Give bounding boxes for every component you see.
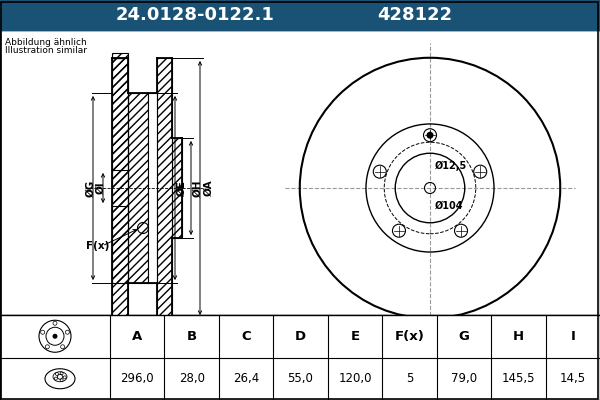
Text: Illustration similar: Illustration similar [5,46,87,55]
Circle shape [53,334,58,339]
Bar [0,315,600,400]
Text: 28,0: 28,0 [179,372,205,385]
Bar [128,93,148,283]
Text: F(x): F(x) [395,330,424,343]
Text: H: H [513,330,524,343]
Text: F(x): F(x) [86,241,109,251]
Text: 55,0: 55,0 [287,372,313,385]
Text: 79,0: 79,0 [451,372,477,385]
Circle shape [427,132,433,139]
Bar [157,58,172,318]
Text: ØE: ØE [177,180,187,196]
Text: G: G [458,330,469,343]
Text: ØH: ØH [193,179,203,197]
Text: B: B [187,330,197,343]
Text: 14,5: 14,5 [560,372,586,385]
Bar [0,30,600,315]
Text: E: E [350,330,359,343]
Text: C: C [241,330,251,343]
Bar [148,93,157,283]
Text: D: D [137,352,146,362]
Text: 5: 5 [406,372,413,385]
Text: 26,4: 26,4 [233,372,259,385]
Bar [172,138,182,238]
Bar [112,53,128,58]
Bar [157,58,172,318]
Bar [172,138,182,238]
Text: 120,0: 120,0 [338,372,372,385]
Text: 428122: 428122 [377,6,452,24]
Bar [128,93,148,283]
Text: A: A [132,330,142,343]
Text: Abbildung ähnlich: Abbildung ähnlich [5,38,87,47]
Text: C (MTH): C (MTH) [194,327,241,337]
Text: 145,5: 145,5 [502,372,535,385]
Text: Ø104: Ø104 [435,201,464,211]
Bar [112,58,128,318]
Text: B: B [161,338,169,348]
Bar [0,0,600,30]
Text: Ø12,5: Ø12,5 [435,161,467,171]
Text: I: I [571,330,575,343]
Text: ØG: ØG [86,179,96,197]
Bar [112,58,128,318]
Text: 24.0128-0122.1: 24.0128-0122.1 [116,6,274,24]
Text: D: D [295,330,306,343]
Bar [112,58,128,283]
Text: ØI: ØI [96,182,106,194]
Text: 296,0: 296,0 [121,372,154,385]
Text: ØA: ØA [204,180,214,196]
